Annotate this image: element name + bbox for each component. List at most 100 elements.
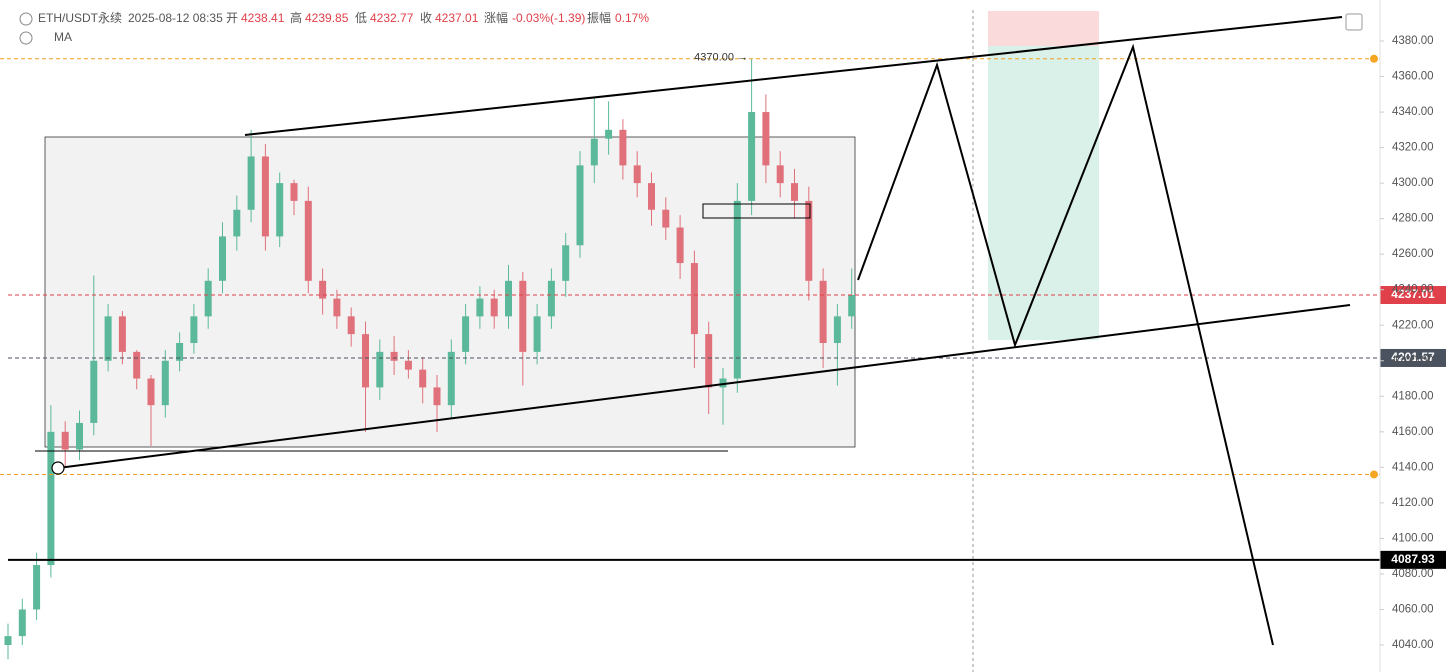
candle-body bbox=[261, 156, 269, 237]
candle-body bbox=[676, 227, 684, 264]
candle-body bbox=[719, 378, 727, 388]
candle-body bbox=[90, 360, 98, 423]
candle-body bbox=[333, 298, 341, 317]
y-tick-label: 4040.00 bbox=[1392, 639, 1434, 651]
y-tick-label: 4380.00 bbox=[1392, 35, 1434, 47]
y-tick-label: 4360.00 bbox=[1392, 71, 1434, 83]
candle-body bbox=[748, 112, 756, 201]
candle-body bbox=[304, 200, 312, 281]
target-zone bbox=[988, 46, 1099, 340]
candle-body bbox=[848, 295, 856, 317]
candle-body bbox=[247, 156, 255, 210]
label: 高 bbox=[290, 10, 302, 25]
y-tick-label: 4280.00 bbox=[1392, 213, 1434, 225]
stop-zone bbox=[988, 11, 1099, 46]
candle-body bbox=[4, 636, 12, 645]
candle-body bbox=[690, 263, 698, 335]
candle-body bbox=[562, 245, 570, 281]
candle-body bbox=[833, 316, 841, 343]
y-tick-label: 4100.00 bbox=[1392, 532, 1434, 544]
anchor-point bbox=[51, 461, 65, 475]
candle-body bbox=[605, 129, 613, 139]
projection-path bbox=[857, 43, 1274, 646]
candle-body bbox=[819, 280, 827, 343]
small-box bbox=[702, 203, 811, 219]
drawings bbox=[35, 16, 1351, 646]
value: 4238.41 bbox=[241, 11, 285, 25]
price-badge-label: 4201.57 bbox=[1391, 350, 1435, 364]
candle-body bbox=[190, 316, 198, 343]
symbol: ETH/USDT永续 bbox=[38, 11, 122, 25]
price-badge bbox=[1380, 348, 1446, 367]
header: ETH/USDT永续 2025-08-12 08:35 开 4238.41 高 … bbox=[19, 10, 649, 45]
candle-body bbox=[347, 316, 355, 335]
candle-body bbox=[290, 183, 298, 201]
label: 振幅 bbox=[587, 10, 611, 25]
candles bbox=[4, 58, 856, 660]
candle-body bbox=[147, 378, 155, 406]
label: 收 bbox=[420, 11, 432, 25]
candle-body bbox=[118, 316, 126, 352]
value: 4232.77 bbox=[370, 11, 414, 25]
upper-trendline bbox=[244, 16, 1343, 136]
candle-body bbox=[533, 316, 541, 352]
candle-body bbox=[705, 334, 713, 388]
candle-body bbox=[47, 431, 55, 566]
candle-body bbox=[505, 280, 512, 317]
candle-body bbox=[404, 360, 412, 370]
y-tick-label: 4080.00 bbox=[1392, 568, 1434, 580]
candle-body bbox=[633, 165, 641, 184]
y-tick-label: 4200.00 bbox=[1392, 355, 1434, 367]
y-tick-label: 4160.00 bbox=[1392, 426, 1434, 438]
candle-body bbox=[319, 280, 327, 299]
y-tick-label: 4120.00 bbox=[1392, 497, 1434, 509]
y-tick-label: 4240.00 bbox=[1392, 284, 1434, 296]
candle-body bbox=[576, 165, 584, 246]
candle-body bbox=[419, 369, 427, 388]
candle-body bbox=[490, 298, 498, 317]
candle-body bbox=[733, 200, 741, 379]
candle-body bbox=[762, 112, 770, 166]
candle-body bbox=[76, 422, 83, 450]
price-badge-label: 4237.01 bbox=[1391, 287, 1435, 301]
collapse-icon[interactable] bbox=[19, 12, 33, 26]
candle-body bbox=[590, 138, 598, 166]
candle-body bbox=[176, 343, 184, 361]
y-tick-label: 4320.00 bbox=[1392, 142, 1434, 154]
candle-body bbox=[805, 200, 813, 281]
price-annotation: 4370.00 → bbox=[694, 52, 748, 64]
candle-body bbox=[648, 183, 655, 210]
candle-body bbox=[233, 209, 241, 237]
candle-body bbox=[219, 236, 226, 281]
collapse-icon[interactable] bbox=[19, 31, 33, 45]
y-tick-label: 4220.00 bbox=[1392, 319, 1434, 331]
candle-body bbox=[462, 316, 470, 352]
y-tick-label: 4140.00 bbox=[1392, 461, 1434, 473]
alert-marker bbox=[1370, 470, 1378, 479]
y-tick-label: 4180.00 bbox=[1392, 390, 1434, 402]
candle-body bbox=[547, 280, 555, 317]
label: 涨幅 bbox=[484, 10, 508, 25]
value: -0.03%(-1.39) bbox=[512, 11, 585, 25]
candle-body bbox=[362, 334, 369, 388]
candle-body bbox=[276, 183, 284, 237]
time: 2025-08-12 08:35 bbox=[128, 11, 223, 25]
candle-body bbox=[133, 351, 141, 379]
candle-body bbox=[33, 565, 41, 610]
expand-button[interactable] bbox=[1345, 13, 1363, 31]
value: 4237.01 bbox=[435, 11, 479, 25]
indicator[interactable]: MA bbox=[54, 30, 72, 44]
candle-body bbox=[390, 351, 398, 361]
candle-body bbox=[447, 351, 455, 406]
lower-trendline bbox=[57, 304, 1351, 469]
candle-body bbox=[204, 280, 212, 317]
value: 0.17% bbox=[615, 11, 649, 25]
label: 低 bbox=[355, 11, 367, 25]
levels: 4370.00 → 4237.01 4201.57 4087.93 bbox=[0, 52, 1446, 569]
candle-body bbox=[433, 387, 441, 406]
candle-body bbox=[18, 609, 26, 637]
candle-body bbox=[161, 360, 169, 406]
price-badge bbox=[1380, 286, 1446, 305]
candle-body bbox=[519, 280, 527, 352]
